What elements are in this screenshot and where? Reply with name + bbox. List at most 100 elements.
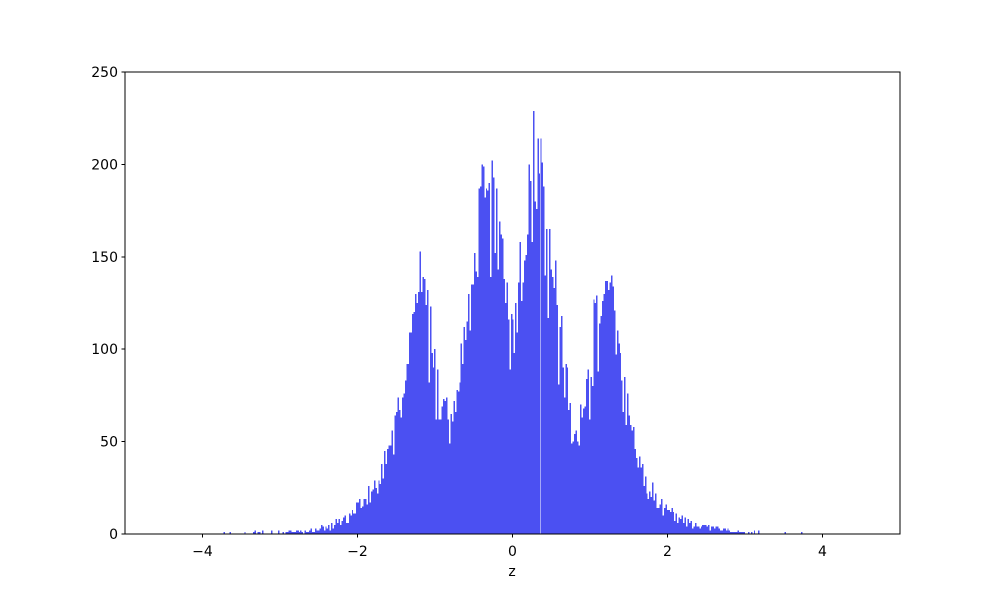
histogram-bar (607, 290, 610, 534)
histogram-bar (459, 382, 461, 534)
histogram-bar (443, 399, 445, 534)
histogram-bar (659, 504, 661, 534)
histogram-bar (476, 277, 479, 534)
histogram-bar (603, 293, 606, 534)
histogram-bar (668, 509, 670, 534)
histogram-bar (613, 310, 616, 534)
histogram-bar (423, 278, 426, 534)
histogram-bar (440, 419, 442, 534)
histogram-bar (322, 526, 324, 534)
histogram-bar (453, 400, 455, 534)
histogram-bar (546, 229, 548, 534)
histogram-bar (261, 530, 264, 534)
histogram-bar (644, 476, 647, 534)
histogram-bar (482, 166, 485, 534)
histogram-bar (362, 506, 364, 534)
histogram-bar (538, 173, 541, 534)
histogram-bar (418, 291, 420, 534)
histogram-bar (591, 386, 594, 534)
histogram-bar (619, 352, 622, 534)
histogram-bar (662, 515, 664, 534)
histogram-bar (307, 532, 310, 534)
histogram-bar (625, 424, 628, 534)
histogram-bar (400, 417, 402, 534)
y-tick-label: 250 (91, 65, 118, 81)
histogram-bar (540, 138, 542, 534)
histogram-bar (737, 530, 740, 534)
histogram-bar (572, 441, 575, 534)
histogram-bar (509, 369, 511, 534)
histogram-bar (663, 508, 666, 534)
histogram-bar (366, 504, 368, 534)
histogram-bar (431, 352, 433, 534)
histogram-bar (496, 188, 498, 535)
histogram-bar (650, 497, 653, 534)
histogram-bar (627, 393, 629, 534)
histogram-bar (643, 485, 645, 534)
histogram-bar (363, 498, 366, 534)
histogram-bar (244, 532, 246, 534)
histogram-bar (694, 522, 697, 534)
histogram-bar (403, 393, 405, 534)
histogram-bar (300, 530, 302, 534)
histogram-bar (344, 515, 346, 534)
histogram-bar (535, 208, 538, 534)
x-tick-label: 4 (818, 544, 827, 560)
histogram-bar (379, 484, 382, 534)
histogram-bar (450, 413, 452, 534)
histogram-bar (478, 188, 480, 535)
histogram-bar (575, 430, 578, 534)
histogram-bar (677, 522, 679, 534)
histogram-bar (292, 532, 295, 534)
histogram-bar (357, 502, 360, 534)
histogram-bar (531, 242, 533, 534)
histogram-bar (415, 293, 417, 534)
histogram-bar (622, 412, 625, 534)
histogram-bar (320, 524, 323, 534)
histogram-bar (666, 509, 669, 534)
histogram-bar (706, 526, 709, 534)
histogram-bar (316, 530, 318, 534)
histogram-bar (223, 532, 226, 534)
histogram-bar (409, 332, 411, 534)
histogram-bar (378, 480, 380, 534)
histogram-bar (329, 530, 332, 534)
histogram-bar (295, 530, 298, 534)
histogram-bar (376, 493, 379, 534)
histogram-bar (750, 532, 753, 534)
histogram-bar (641, 463, 644, 534)
histogram-bar (688, 522, 691, 534)
histogram-bar (381, 463, 383, 534)
histogram-bar (460, 343, 463, 534)
histogram-bar (753, 530, 756, 534)
histogram-bar (391, 430, 393, 534)
histogram-bar (309, 530, 311, 534)
y-tick-label: 100 (91, 342, 118, 358)
histogram-bar (516, 332, 519, 534)
histogram-bar (485, 188, 488, 535)
histogram-bar (317, 530, 320, 534)
y-tick-label: 0 (109, 527, 118, 543)
histogram-bar (615, 354, 617, 534)
histogram-bar (678, 517, 681, 534)
histogram-bar (674, 521, 676, 534)
histogram-bar (656, 508, 659, 534)
histogram-bar (544, 275, 547, 534)
histogram-bar (434, 349, 436, 534)
histogram-bar (282, 532, 285, 534)
histogram-bar (571, 443, 573, 534)
histogram-bar (705, 524, 707, 534)
histogram-bar (565, 363, 567, 534)
histogram-bar (513, 352, 516, 534)
histogram-bar (510, 314, 513, 534)
histogram-bar (337, 522, 339, 534)
histogram-bars (223, 110, 803, 535)
histogram-bar (693, 526, 695, 534)
histogram-bar (633, 426, 635, 534)
histogram-bar (653, 500, 656, 534)
histogram-bar (588, 419, 591, 534)
histogram-bar (339, 524, 342, 534)
histogram-bar (587, 369, 589, 534)
histogram-bar (253, 532, 255, 534)
histogram-bar (580, 404, 582, 534)
